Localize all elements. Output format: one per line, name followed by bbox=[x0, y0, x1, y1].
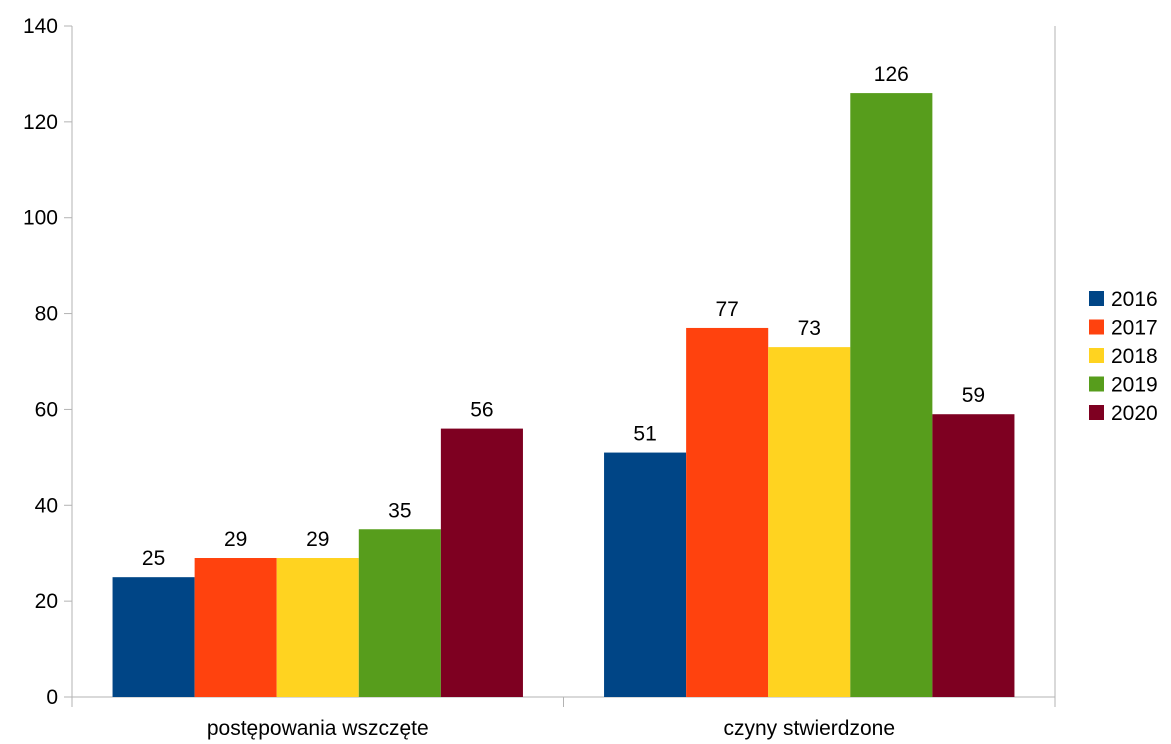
bar bbox=[440, 428, 523, 697]
bar bbox=[358, 529, 441, 697]
data-label: 77 bbox=[715, 298, 738, 321]
y-tick-label: 100 bbox=[23, 207, 58, 230]
legend-label: 2019 bbox=[1111, 374, 1158, 397]
data-label: 51 bbox=[633, 423, 656, 446]
data-label: 73 bbox=[798, 317, 821, 340]
legend-swatch bbox=[1089, 291, 1104, 306]
legend-label: 2016 bbox=[1111, 288, 1158, 311]
x-category-label: czyny stwierdzone bbox=[723, 717, 895, 740]
x-category-label: postępowania wszczęte bbox=[207, 717, 429, 740]
bar bbox=[194, 558, 277, 697]
legend-swatch bbox=[1089, 405, 1104, 420]
bar bbox=[276, 558, 359, 697]
y-tick-label: 140 bbox=[23, 15, 58, 38]
legend-swatch bbox=[1089, 348, 1104, 363]
legend-swatch bbox=[1089, 376, 1104, 392]
legend: 2016 2017 2018 2019 2020 bbox=[1089, 288, 1158, 425]
data-label: 25 bbox=[142, 547, 165, 570]
bar bbox=[768, 347, 851, 697]
bars bbox=[112, 93, 1015, 698]
legend-label: 2020 bbox=[1111, 402, 1158, 425]
bar bbox=[686, 327, 769, 697]
data-labels: 25 29 29 35 56 51 77 73 126 59 bbox=[142, 63, 985, 570]
data-label: 35 bbox=[388, 499, 411, 522]
bar bbox=[112, 577, 195, 697]
bar bbox=[850, 93, 933, 698]
y-tick-label: 20 bbox=[35, 590, 58, 613]
y-tick-label: 80 bbox=[35, 303, 58, 326]
legend-swatch bbox=[1089, 319, 1104, 335]
data-label: 126 bbox=[874, 63, 909, 86]
legend-label: 2017 bbox=[1111, 317, 1158, 340]
y-axis-ticks: 0 20 40 60 80 100 120 140 bbox=[23, 15, 72, 709]
legend-label: 2018 bbox=[1111, 345, 1158, 368]
y-tick-label: 60 bbox=[35, 398, 58, 421]
data-label: 29 bbox=[306, 528, 329, 551]
y-tick-label: 120 bbox=[23, 111, 58, 134]
bar bbox=[604, 452, 687, 697]
x-axis-labels: postępowania wszczęte czyny stwierdzone bbox=[207, 717, 895, 740]
bar bbox=[932, 414, 1015, 697]
data-label: 59 bbox=[962, 384, 985, 407]
y-tick-label: 0 bbox=[46, 686, 58, 709]
data-label: 29 bbox=[224, 528, 247, 551]
y-tick-label: 40 bbox=[35, 494, 58, 517]
data-label: 56 bbox=[470, 399, 493, 422]
